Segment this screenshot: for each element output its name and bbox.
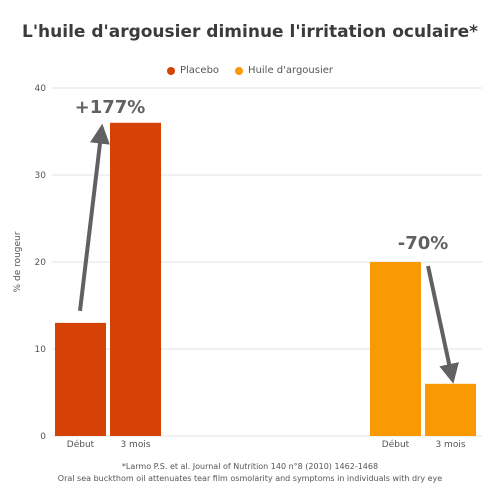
change-label-argousier: -70% [398,233,449,254]
legend-item-argousier: Huile d'argousier [235,65,333,76]
bar-placebo-1 [110,122,161,437]
legend-item-placebo: Placebo [166,65,220,76]
y-tick-label-30: 30 [35,171,47,181]
legend-dot-argousier [235,66,244,75]
y-axis-label: % de rougeur [13,231,23,292]
footnote-reference: *Larmo P.S. et al. Journal of Nutrition … [121,462,379,471]
y-tick-label-0: 0 [40,432,46,442]
y-tick-label-40: 40 [35,84,47,94]
x-tick-label-argousier-1: 3 mois [435,440,465,450]
change-arrow-placebo [78,123,110,312]
chart-title: L'huile d'argousier diminue l'irritation… [22,22,478,42]
x-tick-label-argousier-0: Début [382,439,410,450]
legend-label-argousier: Huile d'argousier [248,65,334,76]
bar-argousier-0 [370,262,421,436]
bar-placebo-0 [55,322,106,436]
footnote-description: Oral sea buckthom oil attenuates tear fi… [57,474,443,483]
legend-label-placebo: Placebo [179,65,220,76]
chart-legend: Placebo Huile d'argousier [0,65,500,76]
y-tick-label-10: 10 [35,345,47,355]
bar-argousier-1 [425,383,476,436]
y-tick-label-20: 20 [35,258,47,268]
legend-dot-placebo [166,66,175,75]
change-label-placebo: +177% [75,97,146,118]
change-arrow-argousier [426,265,459,384]
x-tick-label-placebo-0: Début [67,439,95,450]
x-tick-label-placebo-1: 3 mois [120,440,150,450]
